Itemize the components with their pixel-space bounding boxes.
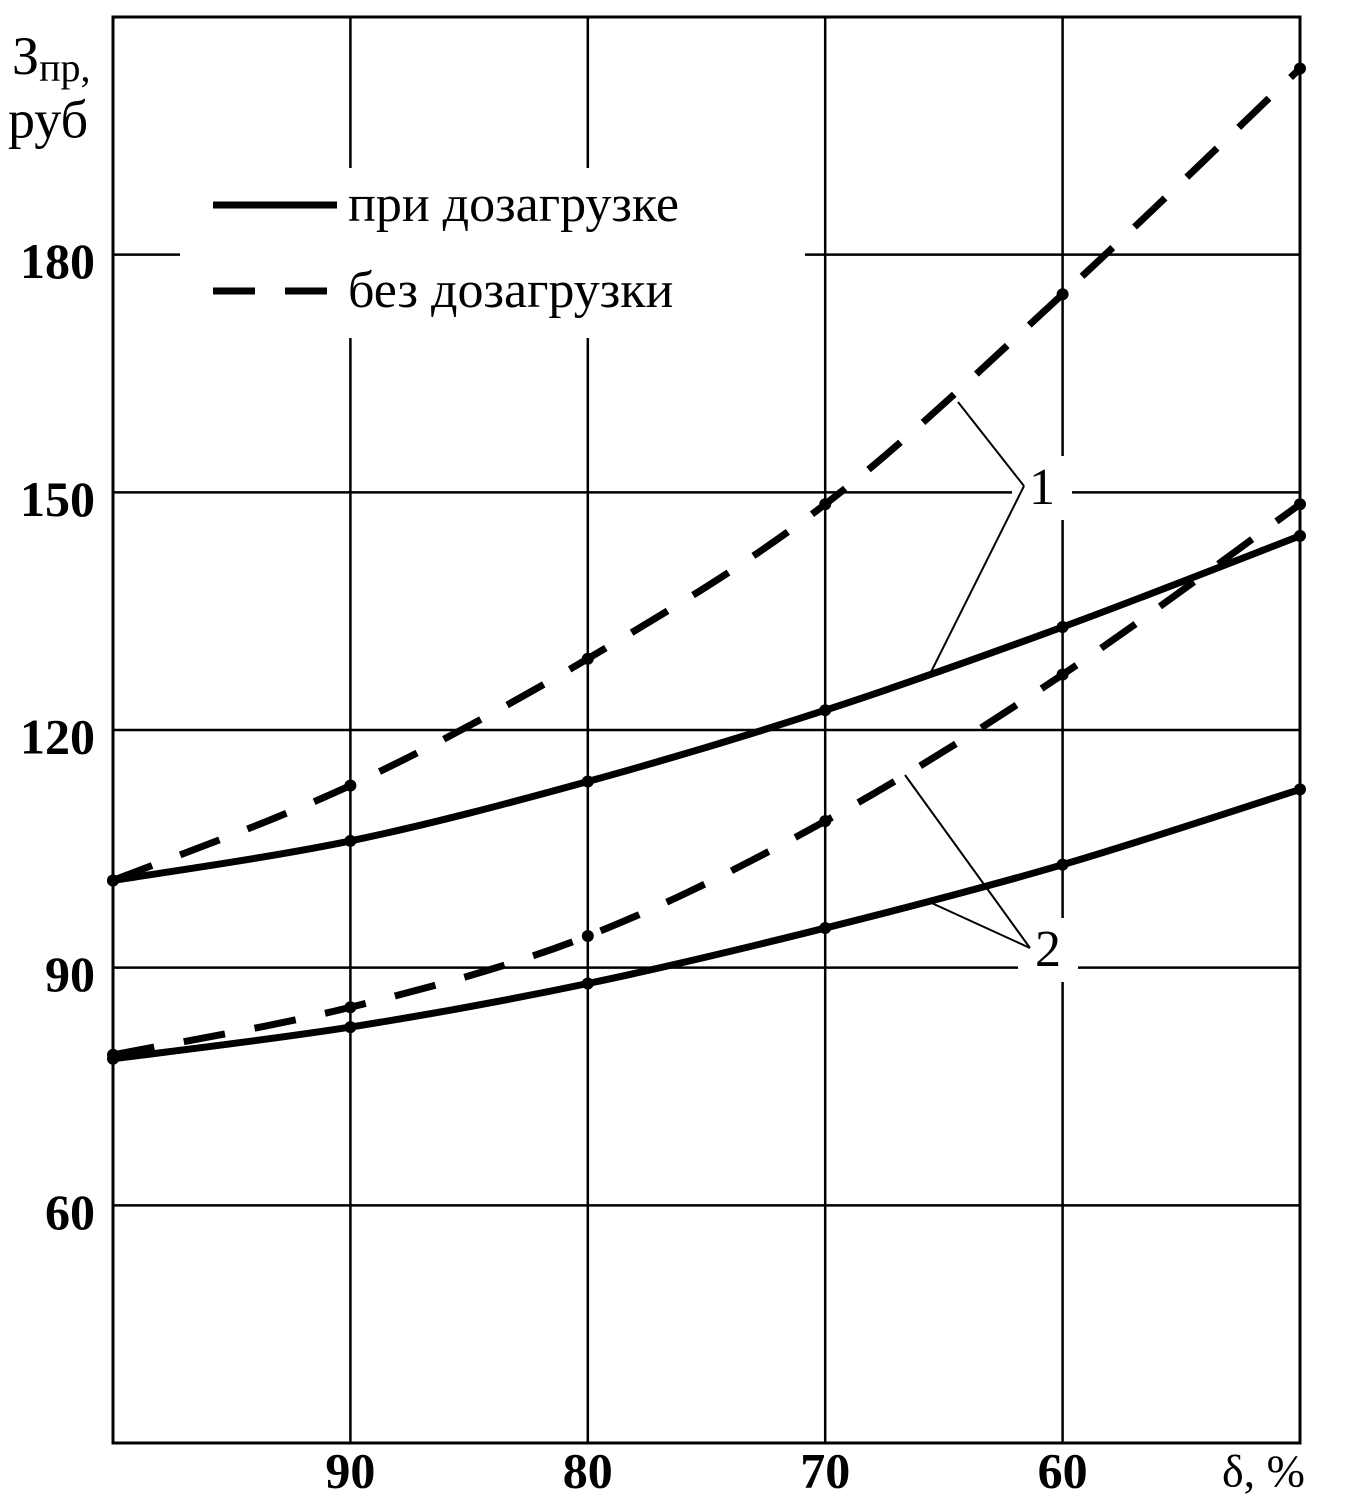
x-tick-label: 90 — [325, 1442, 375, 1498]
point — [107, 874, 119, 887]
point — [819, 922, 832, 935]
point — [107, 1048, 119, 1061]
point — [1056, 621, 1069, 634]
point — [344, 1001, 357, 1014]
y-label-sub: пр, — [39, 45, 90, 90]
annotation-bg — [1018, 918, 1078, 982]
point — [1056, 668, 1069, 681]
y-tick-label: 90 — [45, 946, 95, 1002]
y-tick-label: 180 — [20, 233, 95, 289]
y-label-main: З — [12, 26, 39, 86]
leader-line — [924, 899, 1031, 949]
point — [1294, 783, 1306, 796]
line — [112, 786, 1302, 1063]
point — [819, 815, 832, 828]
point — [1056, 858, 1069, 871]
y-tick-label: 150 — [20, 471, 95, 527]
point — [344, 834, 357, 847]
x-label: δ, % — [1222, 1446, 1305, 1497]
point — [1294, 529, 1306, 542]
x-tick-label: 70 — [800, 1442, 850, 1498]
leader-line — [957, 401, 1025, 487]
grid — [113, 17, 1300, 1443]
point — [581, 775, 594, 788]
line — [111, 65, 1303, 884]
x-tick-label: 60 — [1038, 1442, 1088, 1498]
frame — [111, 15, 1302, 1445]
y-tick-label: 120 — [20, 708, 95, 764]
leader-line — [927, 485, 1025, 679]
line — [112, 532, 1302, 884]
line — [112, 501, 1303, 1059]
y-label: Зпр, — [12, 26, 90, 90]
y-tick-label: 60 — [45, 1184, 95, 1240]
legend-bg — [180, 168, 805, 338]
y-label-unit: руб — [8, 89, 88, 149]
point — [819, 704, 832, 717]
annotation: 2 — [1035, 921, 1061, 978]
point — [1294, 498, 1306, 511]
point — [344, 779, 357, 792]
point — [581, 977, 594, 990]
legend-label: без дозагрузки — [348, 262, 673, 319]
legend-label: при дозагрузке — [348, 176, 679, 233]
point — [1294, 62, 1306, 75]
point — [819, 498, 832, 511]
point — [344, 1021, 357, 1034]
point — [1056, 288, 1069, 301]
point — [581, 652, 594, 665]
annotation: 1 — [1029, 459, 1055, 516]
plot — [107, 62, 1306, 1065]
x-tick-label: 80 — [563, 1442, 613, 1498]
point — [581, 929, 594, 942]
leader-line — [904, 774, 1031, 949]
